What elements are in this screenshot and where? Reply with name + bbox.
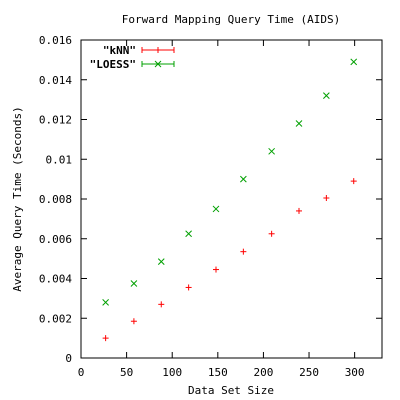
y-tick-label: 0.004	[39, 273, 72, 286]
data-point	[212, 205, 220, 213]
data-point-d2	[212, 205, 220, 213]
x-tick-label: 200	[253, 366, 273, 379]
series-loess	[102, 58, 358, 306]
x-tick-label: 250	[299, 366, 319, 379]
y-tick-label: 0.002	[39, 312, 72, 325]
data-point	[323, 92, 330, 100]
legend-label: "kNN"	[103, 44, 136, 57]
data-point-d2	[130, 280, 138, 287]
data-point-d2	[350, 58, 358, 66]
y-axis: 0 0.002 0.004 0.006 0.008 0.01 0.012 0.014 0.016	[39, 34, 382, 365]
y-tick-label: 0.006	[39, 233, 72, 246]
y-tick-label: 0.014	[39, 74, 72, 87]
data-point	[102, 335, 109, 342]
x-tick-label: 0	[78, 366, 85, 379]
data-point	[158, 301, 165, 308]
legend-marker	[155, 47, 161, 53]
data-point	[130, 280, 138, 287]
x-axis: 0 50 100 150 200 250 300	[78, 40, 365, 379]
data-point	[212, 266, 219, 273]
data-point-d2	[268, 147, 275, 155]
data-point	[157, 258, 165, 265]
legend: "kNN""LOESS"	[90, 44, 175, 71]
chart-title: Forward Mapping Query Time (AIDS)	[122, 13, 341, 26]
data-point-d2	[240, 175, 247, 183]
legend-label: "LOESS"	[90, 58, 136, 71]
data-point-d2	[185, 230, 192, 238]
legend-marker	[154, 60, 162, 68]
series-knn	[102, 178, 357, 342]
plot-frame	[80, 39, 383, 359]
data-point-d2	[102, 298, 109, 306]
data-point	[130, 318, 137, 325]
y-tick-label: 0.012	[39, 114, 72, 127]
data-point-d2	[323, 92, 330, 100]
data-point	[185, 284, 192, 291]
data-point	[350, 178, 357, 185]
x-tick-label: 300	[345, 366, 365, 379]
x-tick-label: 100	[162, 366, 182, 379]
y-tick-label: 0.016	[39, 34, 72, 47]
y-tick-label: 0.01	[46, 153, 73, 166]
x-tick-label: 50	[120, 366, 133, 379]
data-point	[102, 298, 109, 306]
x-tick-label: 150	[208, 366, 228, 379]
data-point	[240, 175, 247, 183]
y-tick-label: 0	[65, 352, 72, 365]
y-tick-label: 0.008	[39, 193, 72, 206]
data-point	[350, 58, 358, 66]
data-point	[185, 230, 192, 238]
y-axis-title: Average Query Time (Seconds)	[11, 106, 24, 291]
series-layer	[102, 58, 358, 342]
data-point	[295, 120, 303, 127]
data-point-d2	[157, 258, 165, 265]
data-point	[268, 230, 275, 237]
data-point	[240, 248, 247, 255]
data-point	[323, 195, 330, 202]
data-point	[295, 207, 302, 214]
data-point	[268, 147, 275, 155]
legend-marker-d2	[154, 60, 162, 68]
data-point-d2	[295, 120, 303, 127]
x-axis-title: Data Set Size	[188, 384, 274, 397]
